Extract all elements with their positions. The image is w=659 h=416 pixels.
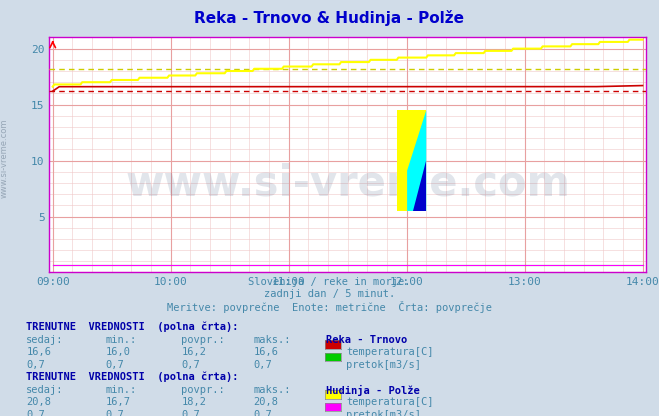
Text: Meritve: povprečne  Enote: metrične  Črta: povprečje: Meritve: povprečne Enote: metrične Črta:… bbox=[167, 301, 492, 313]
Text: povpr.:: povpr.: bbox=[181, 385, 225, 395]
Text: 0,7: 0,7 bbox=[105, 410, 124, 416]
Bar bbox=[397, 110, 426, 211]
Text: www.si-vreme.com: www.si-vreme.com bbox=[125, 162, 570, 204]
Polygon shape bbox=[407, 110, 426, 211]
Text: 0,7: 0,7 bbox=[181, 410, 200, 416]
Text: povpr.:: povpr.: bbox=[181, 335, 225, 345]
Text: 0,7: 0,7 bbox=[254, 410, 272, 416]
Text: Slovenija / reke in morje.: Slovenija / reke in morje. bbox=[248, 277, 411, 287]
Text: www.si-vreme.com: www.si-vreme.com bbox=[0, 118, 9, 198]
Text: 16,7: 16,7 bbox=[105, 397, 130, 407]
Text: 20,8: 20,8 bbox=[26, 397, 51, 407]
Text: 20,8: 20,8 bbox=[254, 397, 279, 407]
Text: 18,2: 18,2 bbox=[181, 397, 206, 407]
Text: TRENUTNE  VREDNOSTI  (polna črta):: TRENUTNE VREDNOSTI (polna črta): bbox=[26, 371, 239, 381]
Text: pretok[m3/s]: pretok[m3/s] bbox=[346, 410, 421, 416]
Text: 16,6: 16,6 bbox=[254, 347, 279, 357]
Text: 16,0: 16,0 bbox=[105, 347, 130, 357]
Text: 0,7: 0,7 bbox=[181, 360, 200, 370]
Text: pretok[m3/s]: pretok[m3/s] bbox=[346, 360, 421, 370]
Text: temperatura[C]: temperatura[C] bbox=[346, 397, 434, 407]
Text: 16,6: 16,6 bbox=[26, 347, 51, 357]
Text: Reka - Trnovo & Hudinja - Polže: Reka - Trnovo & Hudinja - Polže bbox=[194, 10, 465, 26]
Text: maks.:: maks.: bbox=[254, 385, 291, 395]
Text: Hudinja - Polže: Hudinja - Polže bbox=[326, 385, 420, 396]
Text: sedaj:: sedaj: bbox=[26, 385, 64, 395]
Text: Reka - Trnovo: Reka - Trnovo bbox=[326, 335, 407, 345]
Text: temperatura[C]: temperatura[C] bbox=[346, 347, 434, 357]
Text: maks.:: maks.: bbox=[254, 335, 291, 345]
Text: TRENUTNE  VREDNOSTI  (polna črta):: TRENUTNE VREDNOSTI (polna črta): bbox=[26, 321, 239, 332]
Text: 0,7: 0,7 bbox=[105, 360, 124, 370]
Text: min.:: min.: bbox=[105, 385, 136, 395]
Text: 0,7: 0,7 bbox=[26, 410, 45, 416]
Text: 0,7: 0,7 bbox=[254, 360, 272, 370]
Text: min.:: min.: bbox=[105, 335, 136, 345]
Polygon shape bbox=[413, 161, 426, 211]
Text: sedaj:: sedaj: bbox=[26, 335, 64, 345]
Text: 0,7: 0,7 bbox=[26, 360, 45, 370]
Text: zadnji dan / 5 minut.: zadnji dan / 5 minut. bbox=[264, 289, 395, 299]
Text: 16,2: 16,2 bbox=[181, 347, 206, 357]
